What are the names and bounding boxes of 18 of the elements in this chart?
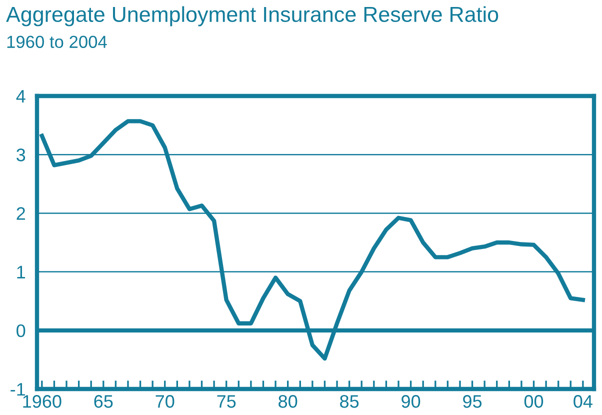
x-tick-label: 95 xyxy=(463,395,482,408)
x-tick-label: 1960 xyxy=(23,395,62,408)
chart-subtitle: 1960 to 2004 xyxy=(7,36,107,48)
y-tick-label: 0 xyxy=(16,324,26,338)
x-tick-label: 80 xyxy=(278,395,298,408)
x-tick-label: 85 xyxy=(340,395,359,408)
chart-title: Aggregate Unemployment Insurance Reserve Ratio xyxy=(6,6,498,26)
y-tick-label: 1 xyxy=(17,266,26,278)
y-tick-label: 3 xyxy=(16,148,26,162)
x-tick-label: 65 xyxy=(94,395,113,408)
y-tick-label: -1 xyxy=(10,383,26,396)
y-tick-label: 2 xyxy=(16,207,25,220)
y-tick-label: 4 xyxy=(16,90,26,103)
x-tick-label: 75 xyxy=(217,395,236,408)
x-tick-label: 04 xyxy=(574,395,592,408)
x-tick-label: 70 xyxy=(156,395,174,408)
x-tick-label: 90 xyxy=(402,395,420,408)
x-tick-label: 00 xyxy=(524,395,544,408)
